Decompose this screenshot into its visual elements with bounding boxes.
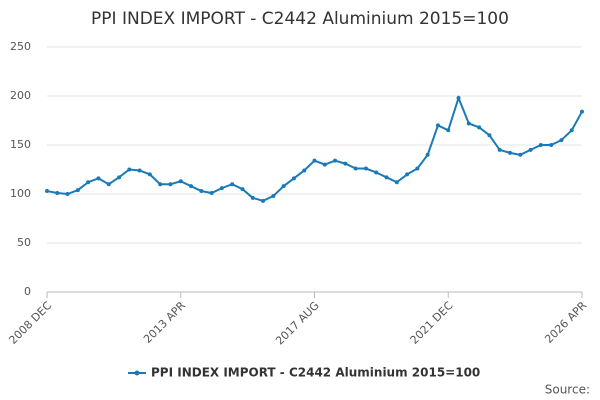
- point: [374, 170, 379, 175]
- point: [343, 161, 348, 166]
- source: Source:: [545, 383, 590, 397]
- point: [353, 166, 358, 171]
- point: [456, 95, 461, 100]
- point: [559, 138, 564, 143]
- point: [55, 191, 60, 196]
- chart-title: PPI INDEX IMPORT - C2442 Aluminium 2015=…: [91, 9, 509, 29]
- point: [538, 143, 543, 147]
- point: [158, 182, 163, 187]
- point: [518, 152, 523, 157]
- point: [333, 158, 338, 163]
- point: [106, 182, 111, 187]
- point: [425, 152, 430, 157]
- point: [137, 168, 142, 173]
- point: [209, 191, 214, 196]
- point: [127, 167, 132, 172]
- point: [363, 166, 368, 171]
- point: [261, 198, 266, 203]
- point: [281, 184, 286, 189]
- point: [240, 187, 245, 192]
- point: [291, 176, 296, 181]
- point: [250, 195, 255, 200]
- x-tick-label: 2008 DEC: [6, 299, 54, 347]
- point: [65, 192, 70, 196]
- point: [45, 189, 49, 194]
- y-tick-label: 50: [17, 236, 31, 249]
- point: [580, 109, 584, 114]
- point: [189, 184, 194, 189]
- x-tick-label: 2026 APR: [542, 299, 589, 346]
- point: [199, 189, 204, 194]
- point: [405, 172, 410, 177]
- point: [178, 179, 183, 184]
- point: [147, 172, 152, 177]
- point: [487, 133, 492, 138]
- point: [446, 128, 451, 133]
- y-tick-label: 0: [24, 285, 31, 298]
- point: [528, 147, 533, 152]
- x-tick-label: 2021 DEC: [408, 299, 456, 347]
- point: [466, 121, 471, 126]
- point: [569, 128, 574, 133]
- point: [75, 188, 80, 193]
- point: [117, 175, 122, 180]
- point: [549, 143, 554, 147]
- y-tick-label: 250: [10, 40, 31, 53]
- point: [230, 182, 235, 187]
- point: [312, 158, 317, 163]
- point: [168, 182, 173, 187]
- point: [96, 176, 101, 181]
- point: [477, 125, 482, 130]
- point: [507, 150, 512, 155]
- y-tick-label: 100: [10, 187, 31, 200]
- point: [384, 175, 389, 180]
- point: [415, 166, 420, 171]
- y-tick-label: 150: [10, 138, 31, 151]
- line: [46, 95, 583, 202]
- x-tick-label: 2013 APR: [141, 299, 188, 346]
- point: [302, 168, 307, 173]
- point: [322, 162, 327, 167]
- legend-label: PPI INDEX IMPORT - C2442 Aluminium 2015=…: [151, 366, 480, 380]
- point: [497, 147, 502, 152]
- point: [394, 180, 399, 185]
- point: [435, 123, 440, 128]
- point: [271, 193, 276, 198]
- y-tick-label: 200: [10, 89, 31, 102]
- point: [86, 180, 91, 185]
- legend-marker: [134, 370, 140, 376]
- point: [219, 186, 224, 191]
- x-tick-label: 2017 AUG: [273, 299, 322, 348]
